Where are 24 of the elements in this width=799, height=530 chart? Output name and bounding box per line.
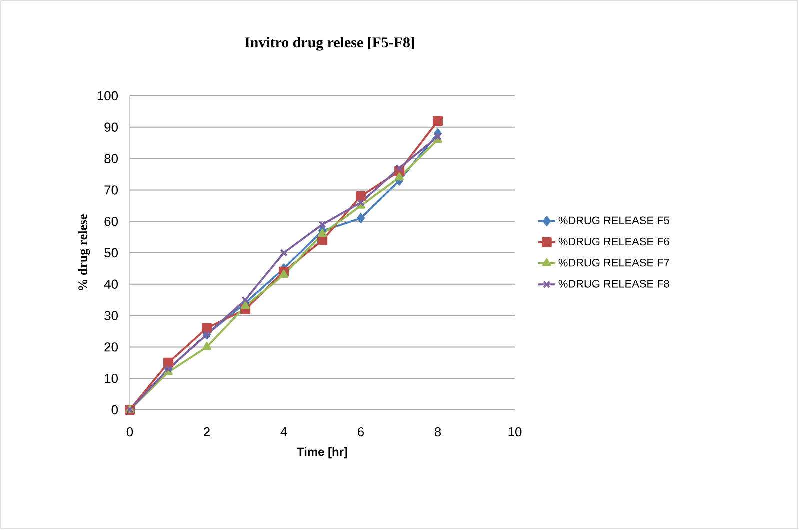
legend-label: %DRUG RELEASE F5 (558, 216, 670, 225)
y-axis-title: % drug relese (78, 214, 90, 290)
y-tick-label: 60 (104, 217, 118, 226)
legend-label: %DRUG RELEASE F6 (558, 238, 670, 246)
y-tick-label: 70 (104, 186, 118, 195)
x-tick-label: 10 (508, 427, 522, 437)
y-tick-label: 0 (112, 405, 118, 415)
y-tick-label: 80 (104, 154, 118, 164)
y-tick-label: 20 (104, 342, 118, 352)
chart-title: Invitro drug relese [F5-F8] (245, 37, 414, 51)
y-tick-label: 100 (98, 91, 118, 101)
y-tick-label: 40 (104, 280, 118, 289)
x-axis-title: Time [hr] (297, 447, 348, 459)
x-tick-label: 8 (434, 427, 442, 437)
x-tick-label: 4 (280, 427, 288, 436)
y-tick-label: 10 (105, 374, 118, 384)
y-tick-label: 30 (104, 311, 118, 320)
legend-label: %DRUG RELEASE F7 (558, 258, 670, 267)
x-tick-label: 2 (204, 427, 210, 437)
x-tick-label: 0 (126, 427, 134, 437)
y-tick-label: 90 (104, 122, 118, 132)
x-tick-label: 6 (358, 427, 364, 437)
y-tick-label: 50 (104, 248, 118, 258)
legend-label: %DRUG RELEASE F8 (558, 280, 670, 288)
